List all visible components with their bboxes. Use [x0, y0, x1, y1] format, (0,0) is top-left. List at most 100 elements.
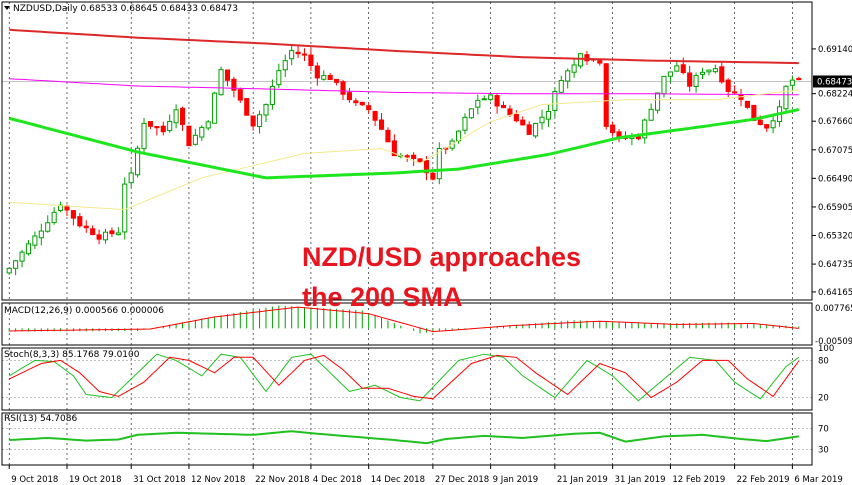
panel-frame-rsi	[1, 412, 813, 466]
candle-body-81	[526, 124, 532, 135]
candle-body-18	[122, 183, 128, 233]
candle-body-49	[321, 75, 327, 80]
chart-grid	[2, 2, 812, 465]
candle-body-102	[661, 75, 667, 95]
panel-frame-stoch	[1, 347, 813, 411]
moving-averages-layer	[8, 28, 800, 211]
candle-body-83	[539, 116, 545, 124]
candle-body-13	[90, 228, 96, 236]
panel-frames	[1, 1, 813, 466]
x-tick-12: 22 Feb 2019	[737, 475, 790, 485]
candle-body-44	[289, 50, 295, 60]
candle-body-33	[218, 69, 224, 96]
x-tick-7: 27 Dec 2018	[435, 475, 489, 485]
x-tick-8: 9 Jan 2019	[493, 475, 539, 485]
candle-body-110	[712, 68, 718, 73]
y-tick-0.69140: 0.69140	[818, 45, 852, 55]
rsi-header: RSI(13) 54.7086	[4, 414, 77, 424]
candle-body-40	[263, 103, 269, 116]
x-tick-13: 6 Mar 2019	[794, 475, 842, 485]
x-tick-1: 19 Oct 2018	[69, 475, 122, 485]
candle-body-4	[32, 235, 38, 246]
x-tick-0: 9 Oct 2018	[11, 475, 58, 485]
candle-body-76	[494, 95, 500, 107]
candle-body-80	[520, 119, 526, 126]
macd-signal-line	[9, 306, 799, 333]
rsi-line	[9, 430, 799, 445]
rsi-layer	[2, 428, 812, 450]
macd-y-tick-0.007765: 0.007765	[815, 304, 852, 314]
annotation-line-1: NZD/USD approaches	[302, 242, 581, 272]
macd-y-tick--0.005092: -0.005092	[815, 337, 852, 347]
y-tick-0.67075: 0.67075	[818, 146, 852, 156]
candle-body-62	[404, 155, 410, 158]
x-tick-10: 31 Jan 2019	[615, 475, 666, 485]
candle-body-60	[391, 140, 397, 157]
candle-body-39	[257, 114, 263, 127]
stoch-y-tick-20: 20	[818, 394, 829, 404]
candle-body-74	[481, 98, 487, 101]
annotation-line-2: the 200 SMA	[302, 282, 463, 312]
candle-body-21	[141, 122, 147, 150]
candle-body-15	[102, 231, 109, 241]
candle-body-82	[533, 122, 539, 137]
candle-body-2	[19, 251, 25, 262]
candle-body-59	[385, 129, 391, 143]
candle-body-93	[603, 63, 609, 127]
candle-body-1	[13, 260, 19, 269]
candle-body-100	[648, 108, 654, 121]
x-tick-5: 4 Dec 2018	[313, 475, 362, 485]
candle-body-14	[96, 234, 102, 240]
candle-body-89	[577, 53, 584, 67]
candle-body-28	[186, 125, 192, 147]
candle-body-99	[642, 119, 648, 139]
candle-body-66	[430, 172, 436, 180]
macd-header: MACD(12,26,9) 0.000566 0.000006	[4, 306, 164, 316]
candle-body-48	[314, 65, 320, 79]
candles-layer	[6, 44, 802, 276]
candle-body-92	[597, 60, 603, 64]
stoch-k-line	[8, 353, 800, 402]
candle-body-27	[179, 107, 186, 125]
candle-body-30	[199, 126, 205, 138]
candle-body-38	[250, 115, 256, 127]
candle-body-20	[135, 147, 141, 176]
stoch-y-tick-100: 100	[818, 344, 834, 354]
stoch-d-line	[8, 354, 800, 400]
candle-body-101	[655, 92, 661, 111]
sma-20-line	[8, 108, 800, 180]
x-tick-2: 31 Oct 2018	[133, 475, 186, 485]
candle-body-79	[513, 113, 519, 122]
macd-layer	[8, 305, 800, 334]
candle-body-58	[378, 119, 385, 130]
candle-body-25	[167, 120, 173, 132]
current-price-label: 0.68473	[817, 77, 852, 87]
candle-body-67	[436, 148, 442, 180]
current-price-box	[813, 75, 852, 88]
rsi-y-tick-70: 70	[818, 425, 829, 435]
candle-body-32	[212, 92, 218, 124]
candle-body-11	[77, 216, 83, 227]
stoch-y-tick-80: 80	[818, 356, 829, 366]
candle-body-34	[224, 69, 231, 81]
candle-body-77	[500, 105, 507, 109]
candle-body-16	[109, 230, 115, 235]
sma-50-line	[9, 89, 799, 211]
candle-body-118	[764, 124, 770, 129]
chart-menu-icon[interactable]	[4, 6, 10, 10]
candle-body-29	[192, 134, 198, 145]
candle-body-103	[667, 71, 673, 77]
candle-body-75	[488, 94, 494, 100]
candle-body-55	[359, 101, 365, 106]
x-tick-4: 22 Nov 2018	[255, 475, 309, 485]
candle-body-35	[231, 78, 237, 91]
candle-body-71	[462, 116, 468, 131]
candle-body-95	[616, 131, 622, 137]
candle-body-72	[468, 108, 474, 119]
candle-body-108	[699, 71, 706, 75]
candle-body-113	[732, 91, 738, 94]
candle-body-3	[25, 243, 32, 255]
candle-body-104	[674, 65, 680, 72]
candle-body-17	[115, 232, 121, 236]
